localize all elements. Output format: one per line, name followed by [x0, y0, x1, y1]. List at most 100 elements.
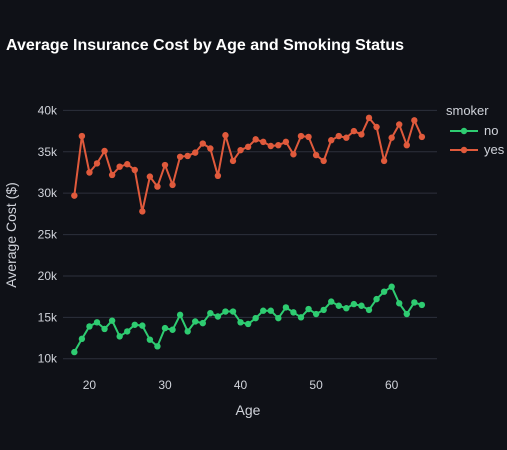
- data-point-no[interactable]: [71, 348, 78, 356]
- data-point-no[interactable]: [222, 308, 229, 315]
- data-point-yes[interactable]: [78, 132, 86, 140]
- data-point-yes[interactable]: [260, 138, 267, 146]
- data-point-no[interactable]: [237, 319, 244, 326]
- data-point-no[interactable]: [403, 310, 410, 318]
- data-point-no[interactable]: [350, 300, 358, 308]
- data-point-yes[interactable]: [411, 117, 418, 124]
- data-point-yes[interactable]: [169, 181, 176, 189]
- data-point-no[interactable]: [192, 318, 199, 325]
- data-point-yes[interactable]: [380, 157, 388, 165]
- data-point-no[interactable]: [418, 301, 426, 309]
- data-point-yes[interactable]: [101, 147, 108, 155]
- data-point-no[interactable]: [305, 305, 312, 313]
- legend-title: smoker: [446, 103, 489, 118]
- data-point-no[interactable]: [176, 311, 184, 319]
- data-point-no[interactable]: [411, 299, 418, 306]
- data-point-yes[interactable]: [207, 145, 214, 152]
- data-point-no[interactable]: [267, 307, 274, 314]
- data-point-yes[interactable]: [192, 149, 199, 156]
- data-point-yes[interactable]: [222, 132, 229, 139]
- data-point-yes[interactable]: [161, 161, 169, 169]
- data-point-yes[interactable]: [176, 153, 184, 160]
- legend[interactable]: smoker no yes: [446, 103, 505, 157]
- data-point-yes[interactable]: [282, 138, 290, 146]
- data-point-yes[interactable]: [275, 141, 282, 149]
- data-point-yes[interactable]: [350, 127, 358, 135]
- data-point-yes[interactable]: [199, 140, 206, 147]
- data-point-yes[interactable]: [335, 132, 342, 140]
- data-point-yes[interactable]: [214, 172, 222, 180]
- data-point-no[interactable]: [154, 343, 161, 350]
- data-point-yes[interactable]: [237, 146, 244, 154]
- data-point-no[interactable]: [229, 308, 237, 315]
- legend-item-no[interactable]: no: [450, 123, 498, 138]
- data-point-yes[interactable]: [154, 183, 161, 190]
- data-point-no[interactable]: [161, 324, 169, 332]
- data-point-no[interactable]: [328, 298, 335, 305]
- data-point-no[interactable]: [282, 304, 290, 311]
- data-point-yes[interactable]: [93, 160, 101, 167]
- x-tick-label: 50: [309, 378, 323, 392]
- data-point-no[interactable]: [184, 328, 191, 335]
- data-point-yes[interactable]: [305, 133, 312, 141]
- data-point-yes[interactable]: [418, 133, 426, 141]
- data-point-no[interactable]: [290, 309, 297, 316]
- data-point-no[interactable]: [335, 302, 342, 309]
- data-point-yes[interactable]: [320, 157, 327, 165]
- data-point-yes[interactable]: [358, 131, 365, 138]
- data-point-yes[interactable]: [184, 152, 191, 160]
- data-point-yes[interactable]: [86, 169, 93, 176]
- data-point-no[interactable]: [252, 314, 259, 322]
- data-point-no[interactable]: [169, 326, 176, 333]
- data-point-no[interactable]: [108, 317, 116, 324]
- data-point-no[interactable]: [365, 306, 373, 314]
- data-point-yes[interactable]: [131, 166, 138, 174]
- data-point-no[interactable]: [101, 325, 108, 333]
- data-point-no[interactable]: [320, 306, 327, 314]
- data-point-yes[interactable]: [365, 114, 373, 122]
- data-point-yes[interactable]: [244, 143, 252, 151]
- data-point-no[interactable]: [124, 328, 131, 335]
- data-point-yes[interactable]: [343, 134, 350, 141]
- data-point-yes[interactable]: [373, 123, 380, 131]
- data-point-no[interactable]: [244, 320, 252, 328]
- data-point-no[interactable]: [396, 300, 403, 307]
- data-point-yes[interactable]: [396, 121, 403, 128]
- legend-item-yes[interactable]: yes: [450, 142, 505, 157]
- data-point-no[interactable]: [373, 295, 380, 303]
- data-point-no[interactable]: [131, 321, 138, 328]
- data-point-yes[interactable]: [108, 171, 116, 179]
- data-point-yes[interactable]: [124, 161, 131, 168]
- data-point-yes[interactable]: [229, 157, 237, 165]
- data-point-no[interactable]: [199, 319, 206, 327]
- data-point-no[interactable]: [358, 302, 365, 309]
- data-point-no[interactable]: [139, 322, 146, 329]
- data-point-no[interactable]: [343, 305, 350, 312]
- data-point-yes[interactable]: [139, 208, 146, 215]
- data-point-no[interactable]: [214, 313, 222, 320]
- legend-items[interactable]: no yes: [450, 123, 505, 157]
- data-point-no[interactable]: [78, 335, 86, 343]
- data-point-no[interactable]: [312, 310, 320, 318]
- data-point-yes[interactable]: [252, 136, 259, 143]
- data-point-no[interactable]: [207, 310, 214, 317]
- data-point-yes[interactable]: [388, 134, 395, 141]
- data-point-yes[interactable]: [328, 137, 335, 144]
- data-point-yes[interactable]: [312, 151, 320, 159]
- data-point-yes[interactable]: [297, 132, 305, 140]
- data-point-yes[interactable]: [290, 151, 297, 158]
- data-point-no[interactable]: [93, 319, 101, 326]
- data-point-no[interactable]: [116, 333, 123, 340]
- data-point-yes[interactable]: [403, 141, 410, 149]
- data-point-yes[interactable]: [116, 163, 123, 170]
- data-point-no[interactable]: [388, 283, 395, 290]
- data-point-yes[interactable]: [146, 173, 154, 180]
- data-point-no[interactable]: [86, 323, 93, 330]
- data-point-no[interactable]: [380, 288, 388, 295]
- data-point-yes[interactable]: [71, 192, 78, 199]
- data-point-no[interactable]: [260, 307, 267, 314]
- data-point-no[interactable]: [275, 314, 282, 322]
- data-point-no[interactable]: [146, 336, 154, 343]
- data-point-no[interactable]: [297, 314, 305, 321]
- data-point-yes[interactable]: [267, 142, 274, 150]
